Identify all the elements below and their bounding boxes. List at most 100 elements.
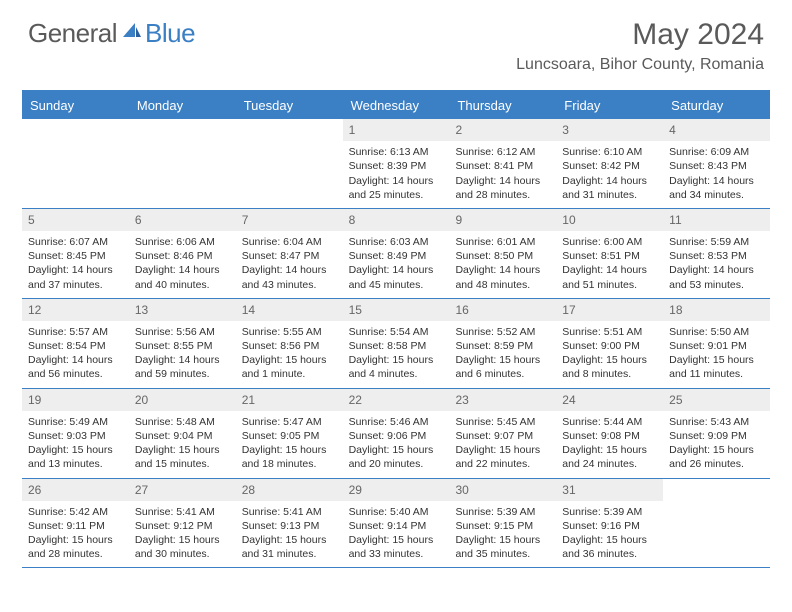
day-content: Sunrise: 5:39 AMSunset: 9:16 PMDaylight:…	[560, 505, 659, 562]
day-number: 1	[343, 119, 450, 141]
day-cell: 2Sunrise: 6:12 AMSunset: 8:41 PMDaylight…	[449, 119, 556, 208]
daylight2-label: and 28 minutes.	[28, 547, 123, 561]
day-cell: 7Sunrise: 6:04 AMSunset: 8:47 PMDaylight…	[236, 209, 343, 298]
sunrise-label: Sunrise: 5:45 AM	[455, 415, 550, 429]
daylight1-label: Daylight: 15 hours	[562, 533, 657, 547]
day-cell: 24Sunrise: 5:44 AMSunset: 9:08 PMDayligh…	[556, 389, 663, 478]
day-number: 29	[343, 479, 450, 501]
calendar: Sunday Monday Tuesday Wednesday Thursday…	[22, 90, 770, 568]
sunset-label: Sunset: 8:51 PM	[562, 249, 657, 263]
sunset-label: Sunset: 9:14 PM	[349, 519, 444, 533]
day-number: 19	[22, 389, 129, 411]
day-content: Sunrise: 6:04 AMSunset: 8:47 PMDaylight:…	[240, 235, 339, 292]
day-cell: 14Sunrise: 5:55 AMSunset: 8:56 PMDayligh…	[236, 299, 343, 388]
day-content: Sunrise: 5:42 AMSunset: 9:11 PMDaylight:…	[26, 505, 125, 562]
daylight2-label: and 34 minutes.	[669, 188, 764, 202]
day-number: 10	[556, 209, 663, 231]
day-number: 31	[556, 479, 663, 501]
day-content: Sunrise: 5:51 AMSunset: 9:00 PMDaylight:…	[560, 325, 659, 382]
day-cell: 23 Sunrise: 5:45 AMSunset: 9:07 PMDayligh…	[449, 389, 556, 478]
day-cell: 6Sunrise: 6:06 AMSunset: 8:46 PMDaylight…	[129, 209, 236, 298]
sunrise-label: Sunrise: 6:01 AM	[455, 235, 550, 249]
day-content: Sunrise: 6:03 AMSunset: 8:49 PMDaylight:…	[347, 235, 446, 292]
day-number: 27	[129, 479, 236, 501]
day-cell: 10Sunrise: 6:00 AMSunset: 8:51 PMDayligh…	[556, 209, 663, 298]
sunset-label: Sunset: 9:13 PM	[242, 519, 337, 533]
day-content: Sunrise: 6:12 AMSunset: 8:41 PMDaylight:…	[453, 145, 552, 202]
day-number: 13	[129, 299, 236, 321]
sunset-label: Sunset: 8:56 PM	[242, 339, 337, 353]
day-content: Sunrise: 5:56 AMSunset: 8:55 PMDaylight:…	[133, 325, 232, 382]
day-cell: 3Sunrise: 6:10 AMSunset: 8:42 PMDaylight…	[556, 119, 663, 208]
day-number: 23	[449, 389, 556, 411]
day-content: Sunrise: 5:45 AMSunset: 9:07 PMDaylight:…	[453, 415, 552, 472]
daylight2-label: and 24 minutes.	[562, 457, 657, 471]
sunset-label: Sunset: 9:00 PM	[562, 339, 657, 353]
sunset-label: Sunset: 9:06 PM	[349, 429, 444, 443]
day-number: 22	[343, 389, 450, 411]
day-cell: 4Sunrise: 6:09 AMSunset: 8:43 PMDaylight…	[663, 119, 770, 208]
sunrise-label: Sunrise: 5:41 AM	[242, 505, 337, 519]
daylight1-label: Daylight: 15 hours	[562, 353, 657, 367]
daylight1-label: Daylight: 14 hours	[669, 263, 764, 277]
day-cell: 16Sunrise: 5:52 AMSunset: 8:59 PMDayligh…	[449, 299, 556, 388]
day-content: Sunrise: 5:41 AMSunset: 9:13 PMDaylight:…	[240, 505, 339, 562]
day-cell: 29Sunrise: 5:40 AMSunset: 9:14 PMDayligh…	[343, 479, 450, 568]
sunrise-label: Sunrise: 6:09 AM	[669, 145, 764, 159]
daylight2-label: and 22 minutes.	[455, 457, 550, 471]
sunset-label: Sunset: 8:55 PM	[135, 339, 230, 353]
day-number: 30	[449, 479, 556, 501]
daylight1-label: Daylight: 14 hours	[28, 263, 123, 277]
sunrise-label: Sunrise: 6:13 AM	[349, 145, 444, 159]
daylight1-label: Daylight: 15 hours	[669, 443, 764, 457]
weekday-header: Friday	[556, 92, 663, 119]
sunrise-label: Sunrise: 5:55 AM	[242, 325, 337, 339]
day-cell: 25Sunrise: 5:43 AMSunset: 9:09 PMDayligh…	[663, 389, 770, 478]
daylight2-label: and 18 minutes.	[242, 457, 337, 471]
day-cell: 28Sunrise: 5:41 AMSunset: 9:13 PMDayligh…	[236, 479, 343, 568]
daylight1-label: Daylight: 15 hours	[349, 443, 444, 457]
daylight1-label: Daylight: 15 hours	[455, 353, 550, 367]
weekday-header: Thursday	[449, 92, 556, 119]
sunset-label: Sunset: 9:05 PM	[242, 429, 337, 443]
sunset-label: Sunset: 9:01 PM	[669, 339, 764, 353]
daylight2-label: and 56 minutes.	[28, 367, 123, 381]
sunrise-label: Sunrise: 5:39 AM	[455, 505, 550, 519]
daylight1-label: Daylight: 14 hours	[28, 353, 123, 367]
sunrise-label: Sunrise: 6:12 AM	[455, 145, 550, 159]
daylight2-label: and 4 minutes.	[349, 367, 444, 381]
day-cell	[663, 479, 770, 568]
sunrise-label: Sunrise: 5:57 AM	[28, 325, 123, 339]
sunrise-label: Sunrise: 5:47 AM	[242, 415, 337, 429]
day-content: Sunrise: 6:07 AMSunset: 8:45 PMDaylight:…	[26, 235, 125, 292]
week-row: 26 Sunrise: 5:42 AMSunset: 9:11 PMDayligh…	[22, 479, 770, 569]
daylight1-label: Daylight: 15 hours	[349, 533, 444, 547]
day-number: 6	[129, 209, 236, 231]
daylight1-label: Daylight: 15 hours	[562, 443, 657, 457]
week-row: 19Sunrise: 5:49 AMSunset: 9:03 PMDayligh…	[22, 389, 770, 479]
sunset-label: Sunset: 8:47 PM	[242, 249, 337, 263]
sunset-label: Sunset: 9:12 PM	[135, 519, 230, 533]
daylight1-label: Daylight: 15 hours	[242, 353, 337, 367]
sunset-label: Sunset: 8:41 PM	[455, 159, 550, 173]
sunset-label: Sunset: 8:49 PM	[349, 249, 444, 263]
sunrise-label: Sunrise: 6:03 AM	[349, 235, 444, 249]
daylight2-label: and 36 minutes.	[562, 547, 657, 561]
daylight2-label: and 35 minutes.	[455, 547, 550, 561]
daylight1-label: Daylight: 14 hours	[349, 263, 444, 277]
day-number: 4	[663, 119, 770, 141]
daylight1-label: Daylight: 14 hours	[669, 174, 764, 188]
day-cell: 1Sunrise: 6:13 AMSunset: 8:39 PMDaylight…	[343, 119, 450, 208]
week-row: 12Sunrise: 5:57 AMSunset: 8:54 PMDayligh…	[22, 299, 770, 389]
day-cell: 8 Sunrise: 6:03 AMSunset: 8:49 PMDaylight…	[343, 209, 450, 298]
sunrise-label: Sunrise: 6:04 AM	[242, 235, 337, 249]
sunrise-label: Sunrise: 5:42 AM	[28, 505, 123, 519]
sunset-label: Sunset: 8:39 PM	[349, 159, 444, 173]
day-number: 12	[22, 299, 129, 321]
day-cell: 27Sunrise: 5:41 AMSunset: 9:12 PMDayligh…	[129, 479, 236, 568]
daylight2-label: and 26 minutes.	[669, 457, 764, 471]
day-number: 8	[343, 209, 450, 231]
day-number: 26	[22, 479, 129, 501]
weekday-header: Tuesday	[236, 92, 343, 119]
daylight1-label: Daylight: 15 hours	[28, 533, 123, 547]
